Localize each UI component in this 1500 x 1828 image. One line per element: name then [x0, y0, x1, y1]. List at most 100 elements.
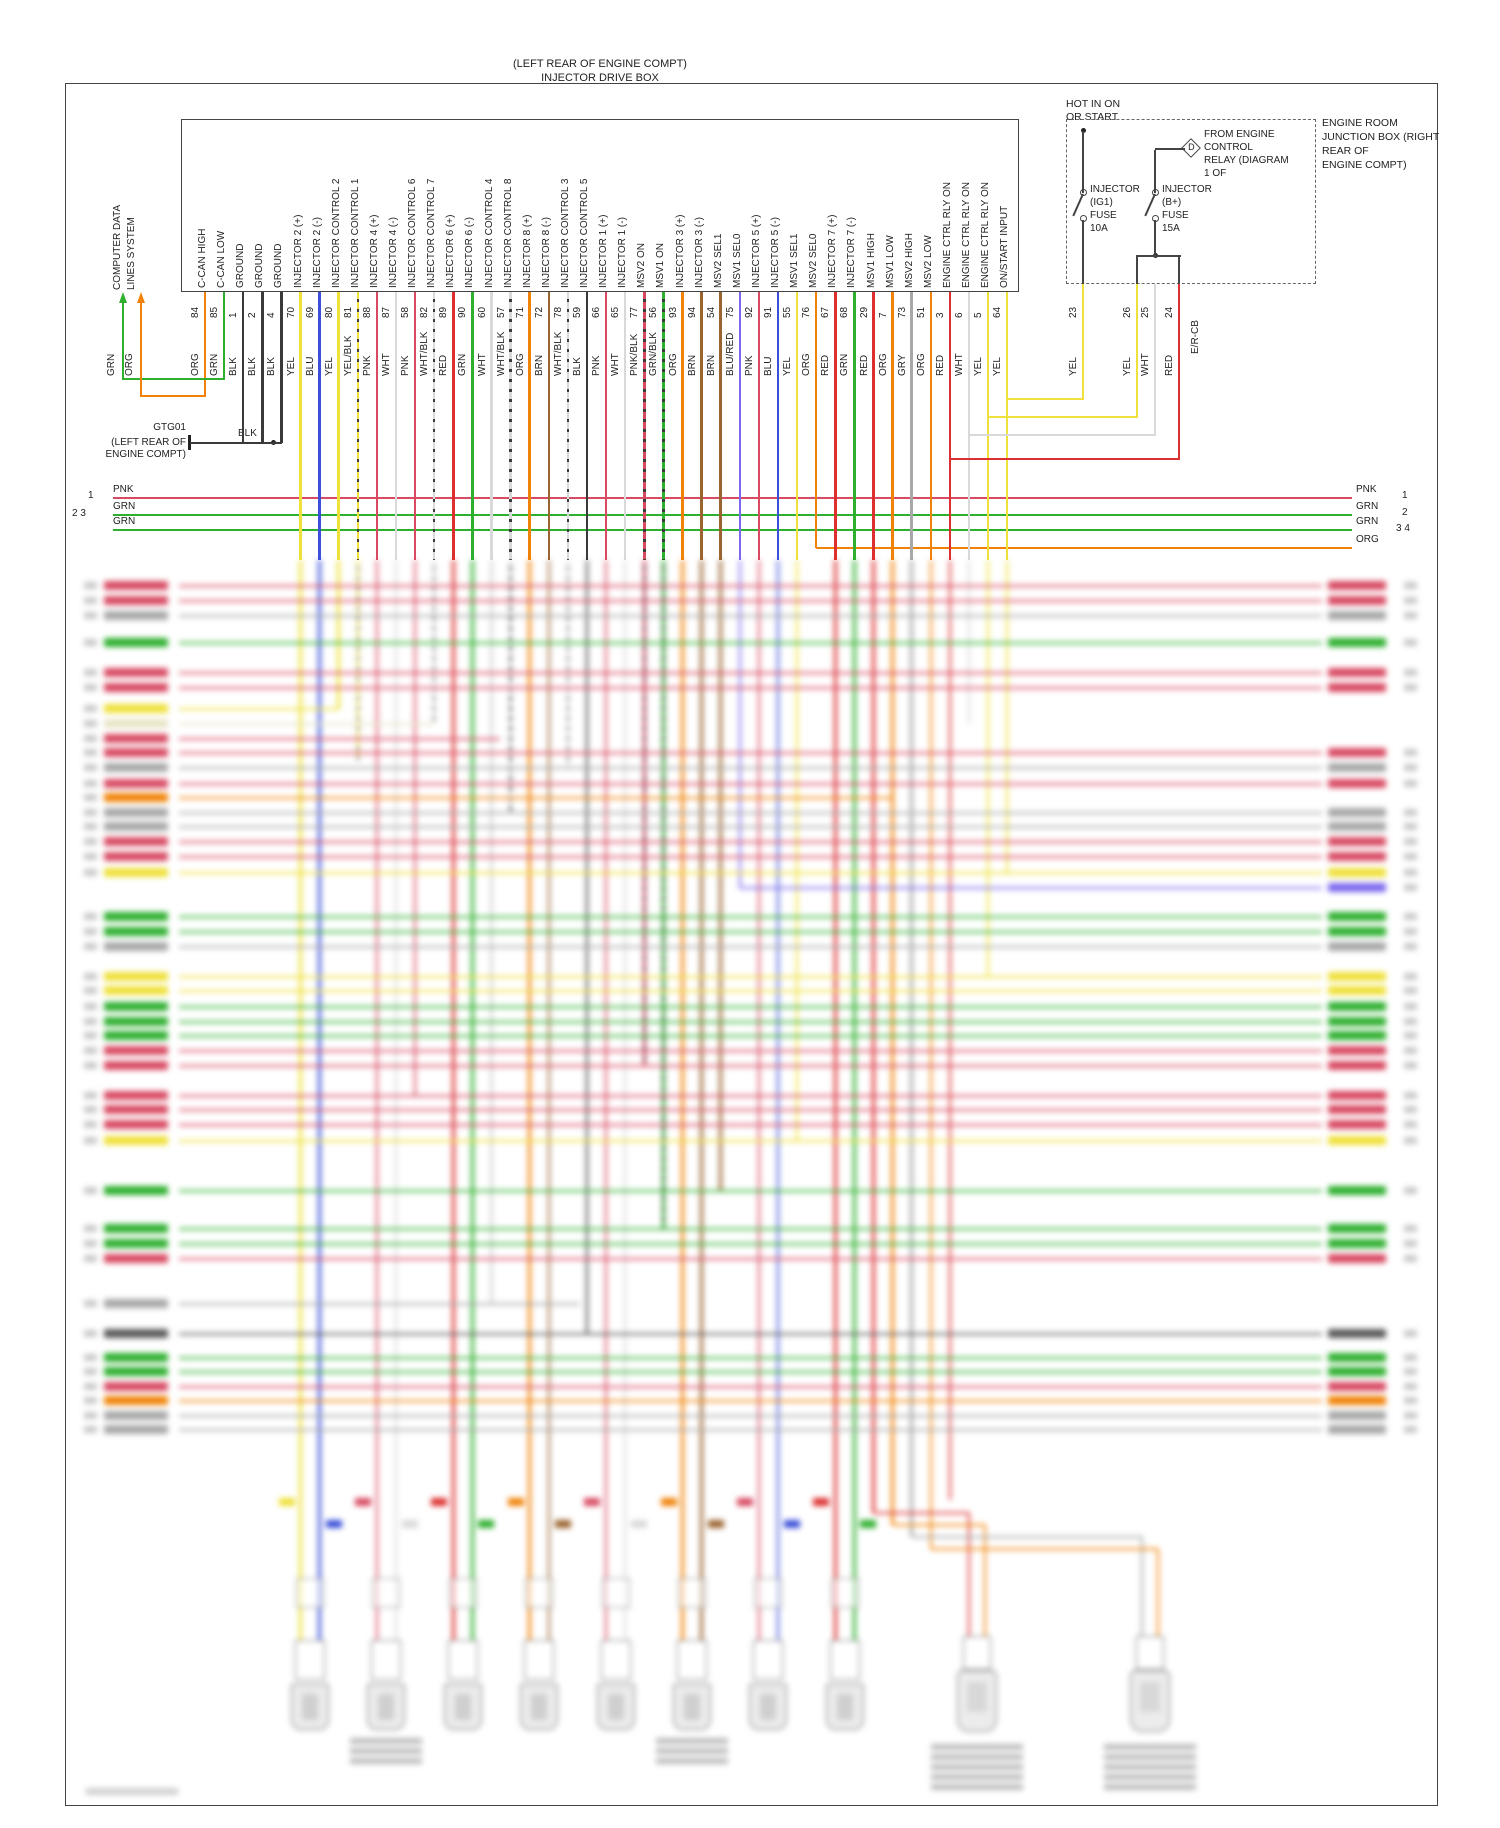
blurred-left-pin	[84, 582, 97, 589]
pin-wire-color-label: GRN	[209, 353, 221, 376]
blurred-wire-row	[179, 1227, 1322, 1231]
blurred-left-pin	[84, 1032, 97, 1039]
blurred-left-label	[104, 1366, 168, 1376]
blurred-component-label	[1104, 1784, 1196, 1790]
wire-pin-65	[623, 292, 627, 560]
wire-pin-5	[986, 292, 990, 560]
blurred-right-label	[1328, 1381, 1386, 1391]
blurred-right-label	[1328, 807, 1386, 817]
blurred-left-label	[104, 718, 168, 728]
blurred-left-pin	[84, 1300, 97, 1307]
blurred-wire-tag	[707, 1520, 724, 1528]
pin-wire-color-label: PNK/BLK	[629, 333, 641, 376]
blurred-wire-tag	[736, 1498, 753, 1506]
pin-wire-color-label: WHT	[476, 353, 488, 376]
blurred-left-pin	[84, 1383, 97, 1390]
blurred-wire-row	[179, 796, 892, 800]
fuse2-label-line3: FUSE	[1162, 210, 1189, 221]
blurred-left-label	[104, 1223, 168, 1233]
pin-number: 4	[266, 312, 278, 318]
wire-pin-65	[623, 560, 627, 1640]
fuse1-label-line3: FUSE	[1090, 210, 1117, 221]
blurred-left-pin	[84, 1106, 97, 1113]
wire-pin-3	[948, 560, 952, 1500]
wire-pin-26	[986, 415, 1138, 418]
blurred-left-pin	[84, 1225, 97, 1232]
blurred-left-pin	[84, 684, 97, 691]
pin-number: 68	[839, 306, 851, 318]
junction-note-line1: ENGINE ROOM	[1322, 117, 1398, 129]
fuse2-lead	[1154, 150, 1156, 193]
injector-connector	[829, 1640, 860, 1680]
blurred-wire-row	[179, 1123, 1322, 1127]
blurred-left-label	[104, 747, 168, 757]
pin-signal-label: INJECTOR 3 (-)	[693, 217, 705, 288]
pin-number: 94	[686, 306, 698, 318]
blurred-left-pin	[84, 764, 97, 771]
blurred-wire-tag	[631, 1520, 648, 1528]
pin-wire-color-label: PNK	[591, 355, 603, 376]
blurred-left-label	[104, 1090, 168, 1100]
computer-data-wire-grn	[121, 303, 125, 379]
injector-box-title: INJECTOR DRIVE BOX	[541, 72, 659, 84]
blurred-right-label	[1328, 1328, 1386, 1338]
wire-pin-71	[528, 292, 531, 560]
wire-pin-90	[471, 292, 474, 560]
junction-pin-number: 23	[1068, 306, 1079, 318]
blurred-wire-row	[179, 825, 1322, 829]
pin-signal-label: ENGINE CTRL RLY ON	[941, 182, 953, 288]
pin-wire-color-label: BLK	[266, 357, 278, 376]
pin-signal-label: ON/START INPUT	[999, 205, 1011, 288]
blurred-wire-row	[179, 1108, 1322, 1112]
wire-pin-26	[1135, 284, 1139, 417]
wire-pin-77	[643, 292, 646, 560]
blurred-wire-row	[179, 1034, 1322, 1038]
blurred-wire-tag	[813, 1498, 830, 1506]
blurred-left-label	[104, 762, 168, 772]
pin-signal-label: MSV1 SEL0	[731, 233, 743, 288]
junction-pin-number: 26	[1122, 306, 1133, 318]
blurred-left-pin	[84, 794, 97, 801]
pin-number: 78	[552, 306, 564, 318]
wire-pin-69	[318, 560, 321, 1640]
pin-wire-color-label: PNK	[400, 355, 412, 376]
fuse2-label-line1: INJECTOR	[1162, 184, 1212, 195]
blurred-right-label	[1328, 836, 1386, 846]
pin-wire-color-label: YEL	[285, 357, 297, 376]
wire-pin-90	[471, 560, 474, 1640]
blurred-left-label	[104, 971, 168, 981]
blurred-right-pin	[1404, 1225, 1417, 1232]
blurred-left-label	[104, 1045, 168, 1055]
blurred-right-pin	[1404, 913, 1417, 920]
junction-note-line4: ENGINE COMPT)	[1322, 159, 1407, 171]
relay-note-line2: CONTROL	[1204, 142, 1253, 153]
junction-pin-number: 24	[1164, 306, 1175, 318]
blurred-right-pin	[1404, 1187, 1417, 1194]
pin-signal-label: INJECTOR CONTROL 4	[483, 178, 495, 288]
injector-upper-connector	[678, 1578, 707, 1608]
wire-pin-25	[1153, 284, 1157, 435]
wire-pin-7	[891, 560, 894, 1525]
pin-signal-label: INJECTOR 1 (+)	[598, 214, 610, 288]
injector-body-detail	[454, 1694, 471, 1720]
pin-signal-label: INJECTOR CONTROL 2	[330, 178, 342, 288]
wire-pin-73	[910, 560, 913, 1537]
relay-note-line1: FROM ENGINE	[1204, 129, 1275, 140]
blurred-wire-row	[179, 811, 1322, 815]
blurred-left-label	[104, 1135, 168, 1145]
pin-wire-color-label: WHT	[954, 353, 965, 376]
blurred-wire-row	[179, 1370, 1322, 1374]
blurred-right-label	[1328, 851, 1386, 861]
wire-pin-94	[700, 292, 703, 560]
pin-wire-color-label: ORG	[801, 353, 813, 376]
blurred-right-pin	[1404, 928, 1417, 935]
wire-pin-57	[509, 560, 512, 813]
blurred-left-label	[104, 1001, 168, 1011]
blurred-left-label	[104, 851, 168, 861]
blurred-wire-row	[179, 1049, 1322, 1053]
wire-pin-92	[757, 560, 761, 1640]
wire-pin-6	[967, 292, 971, 560]
blurred-left-pin	[84, 1255, 97, 1262]
blurred-right-pin	[1404, 1032, 1417, 1039]
pin-wire-color-label: GRN	[457, 353, 469, 376]
